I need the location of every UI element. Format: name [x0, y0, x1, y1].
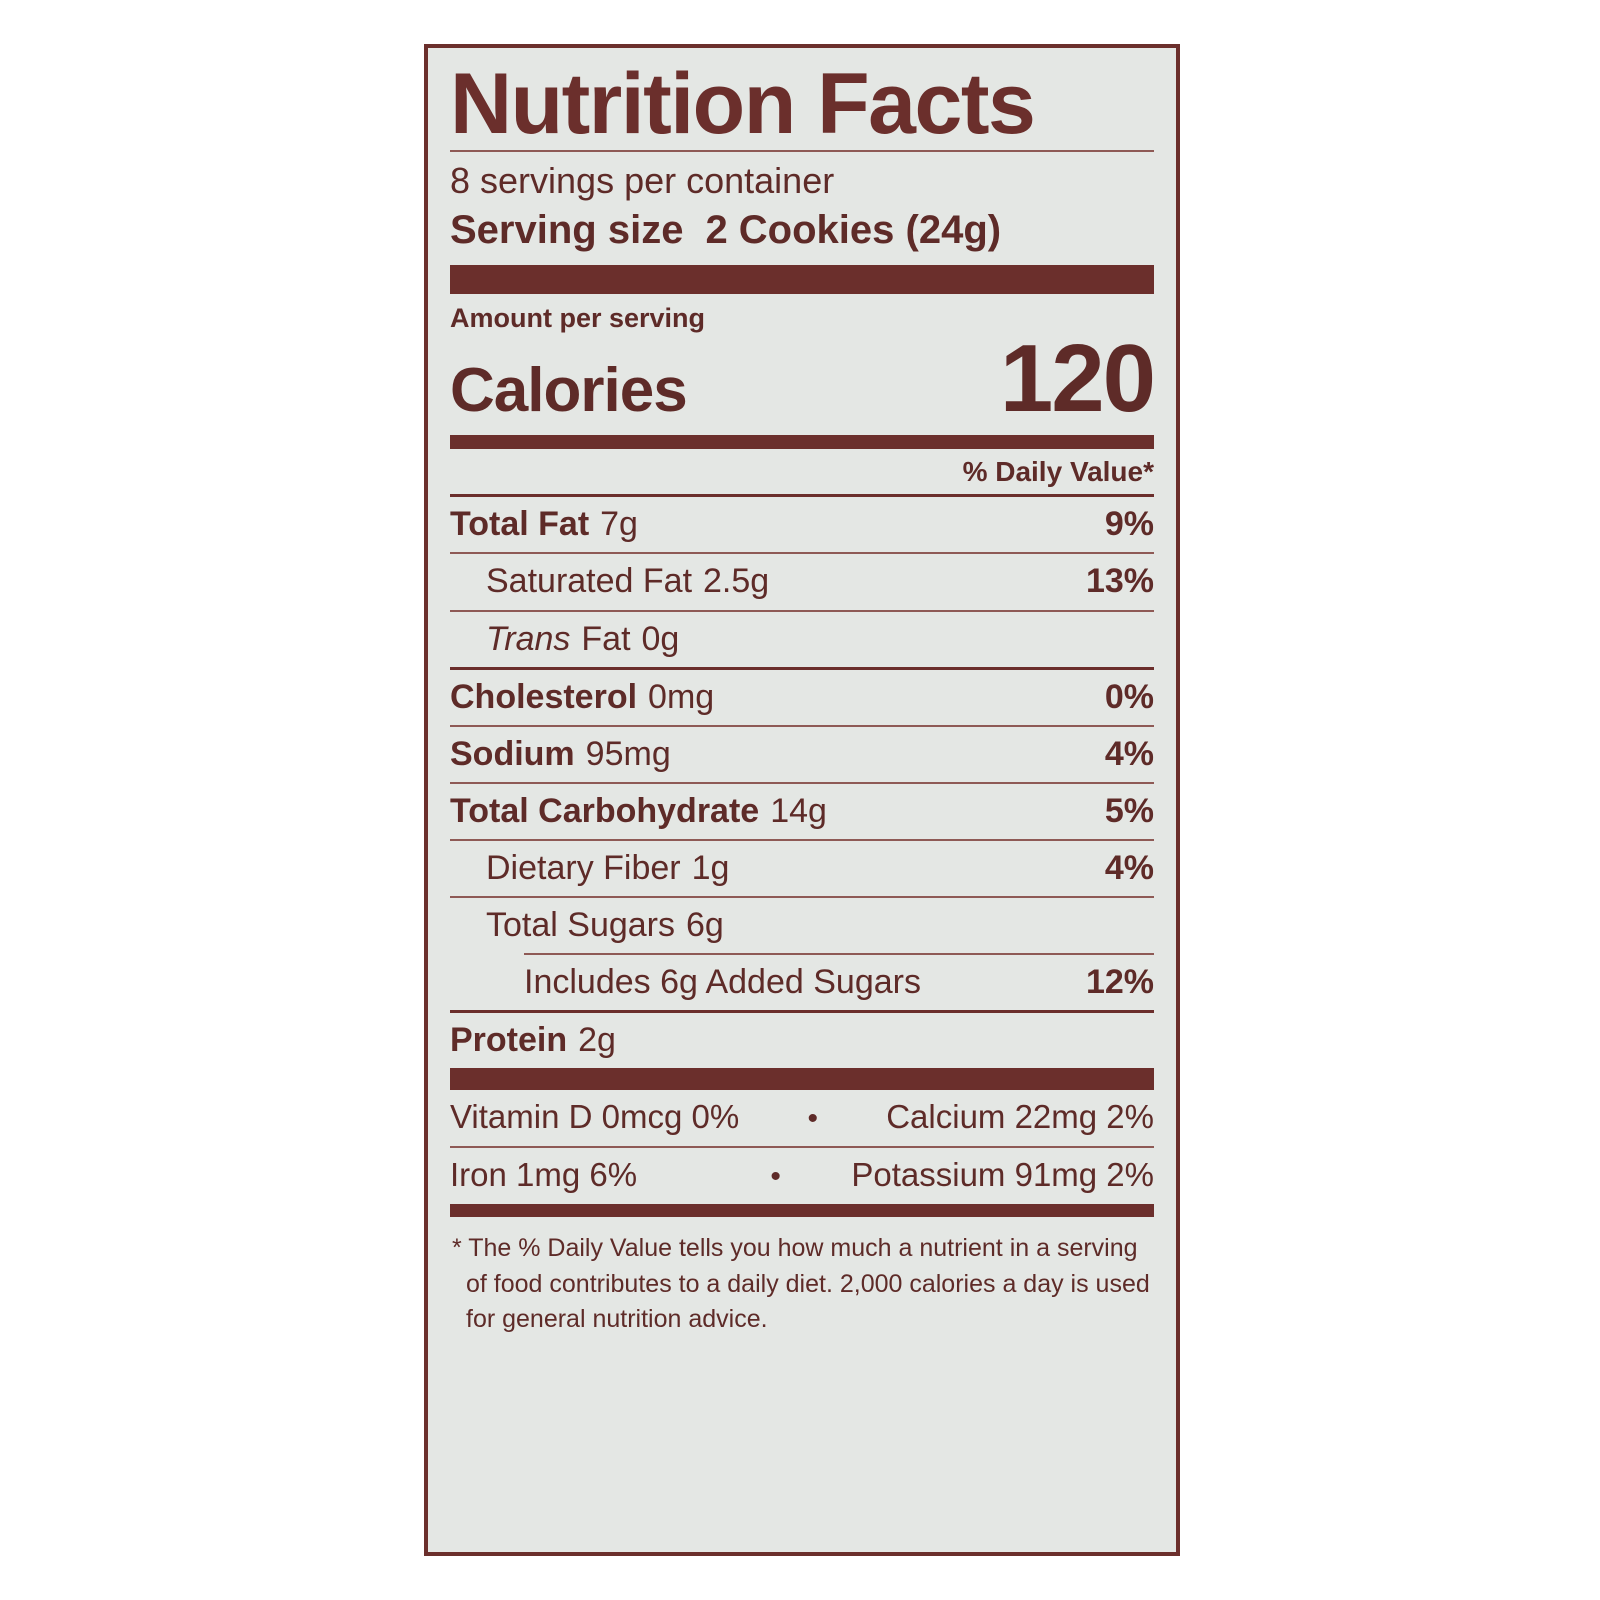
row-divider [450, 552, 1154, 555]
nutrient-row-trans-fat: Trans Fat 0g [450, 612, 1154, 667]
row-divider [450, 609, 1154, 612]
nutrient-dv: 5% [1104, 791, 1154, 830]
nutrient-name: Cholesterol [450, 677, 638, 716]
nutrient-row-saturated-fat: Saturated Fat 2.5g 13% [450, 554, 1154, 609]
nutrient-row-total-carbohydrate: Total Carbohydrate 14g 5% [450, 784, 1154, 839]
nutrient-row-total-fat: Total Fat 7g 9% [450, 497, 1154, 552]
serving-size-label: Serving size [450, 207, 684, 252]
mineral-separator-dot: • [770, 1160, 781, 1194]
servings-per-container: 8 servings per container [450, 160, 835, 202]
mineral-left: Vitamin D 0mcg 0% [450, 1098, 740, 1136]
nutrient-amount: 7g [600, 505, 638, 544]
nutrient-row-dietary-fiber: Dietary Fiber 1g 4% [450, 841, 1154, 896]
calories-label: Calories [450, 356, 688, 426]
nutrient-dv: 12% [1085, 963, 1154, 1002]
nutrient-amount: 6g [686, 905, 724, 944]
nutrient-dv: 4% [1104, 734, 1154, 773]
nutrient-name: Fat [581, 619, 631, 658]
nutrient-name: Total Fat [450, 505, 590, 544]
footnote-divider [450, 1204, 1154, 1218]
nutrient-dv: 0% [1104, 677, 1154, 716]
calories-divider [450, 434, 1154, 449]
nutrient-name: Saturated Fat [486, 562, 693, 601]
added-sugars-divider [524, 953, 1154, 956]
mineral-right: Potassium 91mg 2% [851, 1156, 1154, 1194]
nutrient-amount: 0g [641, 619, 680, 658]
nutrient-amount: 0mg [648, 677, 715, 716]
nutrient-name: Sodium [450, 734, 575, 773]
nutrient-amount: 2.5g [703, 562, 770, 601]
daily-value-divider [450, 494, 1154, 498]
mineral-row-iron-potassium: Iron 1mg 6% • Potassium 91mg 2% [450, 1148, 1154, 1204]
serving-size-row: Serving size 2 Cookies (24g) [450, 205, 1154, 265]
nutrient-name: Includes 6g Added Sugars [524, 963, 921, 1002]
nutrient-name: Protein [450, 1021, 568, 1060]
nutrient-row-total-sugars: Total Sugars 6g [450, 898, 1154, 953]
mineral-right: Calcium 22mg 2% [886, 1098, 1154, 1136]
amount-per-serving-label: Amount per serving [450, 302, 706, 333]
nutrient-dv: 13% [1085, 562, 1154, 601]
nutrient-amount: 14g [770, 791, 827, 830]
row-divider [450, 781, 1154, 784]
page-title: Nutrition Facts [450, 56, 1036, 152]
nutrient-dv: 9% [1104, 505, 1154, 544]
nutrition-facts-label: Nutrition Facts 8 servings per container… [424, 44, 1180, 1556]
nutrient-name: Dietary Fiber [486, 848, 681, 887]
nutrient-dv: 4% [1104, 848, 1154, 887]
daily-value-footnote: * The % Daily Value tells you how much a… [452, 1234, 1150, 1334]
mineral-separator-dot: • [807, 1102, 818, 1136]
nutrient-name: Total Sugars [486, 905, 675, 944]
mineral-left: Iron 1mg 6% [450, 1156, 638, 1194]
mineral-divider [450, 1146, 1154, 1149]
nutrient-amount: 95mg [585, 734, 671, 773]
row-divider [450, 1010, 1154, 1014]
nutrient-row-protein: Protein 2g [450, 1013, 1154, 1068]
daily-value-header: % Daily Value* [962, 455, 1154, 487]
nutrient-row-added-sugars: Includes 6g Added Sugars 12% [450, 955, 1154, 1010]
nutrient-name-italic: Trans [486, 619, 571, 658]
mineral-row-vitamind-calcium: Vitamin D 0mcg 0% • Calcium 22mg 2% [450, 1090, 1154, 1146]
serving-size-value: 2 Cookies (24g) [705, 207, 1002, 252]
serving-size-thick-divider [450, 264, 1154, 294]
row-divider [450, 838, 1154, 841]
title-divider [450, 150, 1154, 153]
nutrient-row-cholesterol: Cholesterol 0mg 0% [450, 670, 1154, 725]
nutrient-amount: 2g [578, 1021, 616, 1060]
row-divider [450, 895, 1154, 898]
calories-row: Calories 120 [450, 325, 1156, 434]
nutrient-name: Total Carbohydrate [450, 791, 760, 830]
row-divider [450, 724, 1154, 727]
calories-value: 120 [999, 325, 1156, 433]
nutrient-amount: 1g [691, 848, 730, 887]
nutrient-row-sodium: Sodium 95mg 4% [450, 727, 1154, 782]
protein-thick-divider [450, 1068, 1154, 1091]
row-divider [450, 666, 1154, 670]
